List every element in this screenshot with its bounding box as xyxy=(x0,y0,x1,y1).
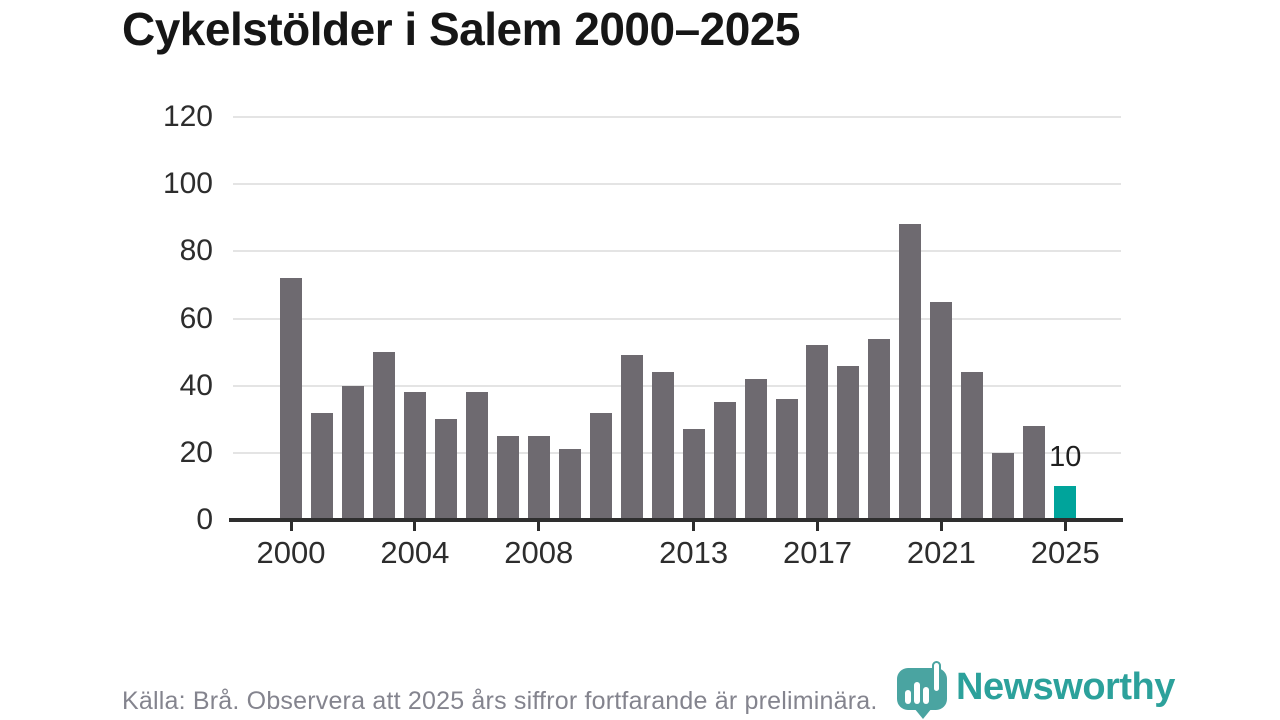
x-axis-tick-2021 xyxy=(939,522,943,531)
x-axis-tick-2017 xyxy=(815,522,819,531)
bar-2006 xyxy=(465,392,488,520)
x-axis-label-2017: 2017 xyxy=(783,535,852,570)
x-axis-label-2025: 2025 xyxy=(1030,535,1100,570)
newsworthy-wordmark: Newsworthy xyxy=(956,666,1175,708)
x-axis-label-2013: 2013 xyxy=(659,535,729,570)
bar-2008 xyxy=(527,436,550,520)
source-note: Källa: Brå. Observera att 2025 års siffr… xyxy=(122,687,878,715)
bar-2011 xyxy=(620,355,643,520)
x-axis-tick-2025 xyxy=(1063,522,1067,531)
x-axis-label-2004: 2004 xyxy=(380,535,450,570)
y-axis-label-80: 80 xyxy=(179,234,213,268)
y-axis-label-40: 40 xyxy=(179,368,213,402)
bar-2005 xyxy=(434,419,457,520)
bar-2009 xyxy=(558,449,581,520)
bar-2010 xyxy=(589,412,612,520)
gridline-100 xyxy=(233,183,1121,186)
bar-2025 xyxy=(1054,486,1077,520)
bar-2012 xyxy=(651,372,674,520)
bar-2003 xyxy=(372,352,395,520)
bar-2017 xyxy=(806,345,829,520)
bar-2024 xyxy=(1023,425,1046,520)
y-axis-label-60: 60 xyxy=(179,301,213,335)
y-axis-label-100: 100 xyxy=(162,167,213,201)
y-axis-label-20: 20 xyxy=(179,435,213,469)
x-axis-tick-2004 xyxy=(413,522,417,531)
gridline-20 xyxy=(233,451,1121,454)
bar-2020 xyxy=(899,224,922,520)
x-axis-tick-2000 xyxy=(289,522,293,531)
bar-2019 xyxy=(868,338,891,520)
plot-area: 0 20 40 60 80 100 120 2000 2004 2008 2013 2017 2021… xyxy=(163,101,1123,570)
bar-2021 xyxy=(930,301,953,520)
bar-2014 xyxy=(713,402,736,520)
bar-2022 xyxy=(961,372,984,520)
bar-2000 xyxy=(280,278,302,520)
bar-2002 xyxy=(341,385,364,520)
bar-2001 xyxy=(310,412,333,520)
y-axis-label-0: 0 xyxy=(196,503,213,536)
x-axis-tick-2013 xyxy=(692,522,696,531)
bar-2018 xyxy=(837,365,860,520)
bar-2013 xyxy=(682,429,705,520)
gridline-80 xyxy=(233,250,1121,253)
gridline-60 xyxy=(233,317,1121,320)
bar-2004 xyxy=(403,392,426,520)
chart-title: Cykelstölder i Salem 2000–2025 xyxy=(122,3,801,55)
x-axis-label-2008: 2008 xyxy=(504,535,574,570)
bar-2007 xyxy=(496,436,519,520)
gridline-40 xyxy=(233,384,1121,387)
x-axis-line xyxy=(229,518,1123,522)
bar-2023 xyxy=(992,452,1015,520)
y-axis-label-120: 120 xyxy=(162,100,213,133)
x-axis-tick-2008 xyxy=(537,522,541,531)
gridline-120 xyxy=(233,116,1121,118)
x-axis-label-2021: 2021 xyxy=(906,535,976,570)
bar-2015 xyxy=(744,378,767,520)
bar-2016 xyxy=(775,399,798,520)
newsworthy-pin-icon xyxy=(897,661,947,719)
x-axis-label-2000: 2000 xyxy=(256,535,326,570)
highlight-value-label: 10 xyxy=(1049,441,1082,474)
